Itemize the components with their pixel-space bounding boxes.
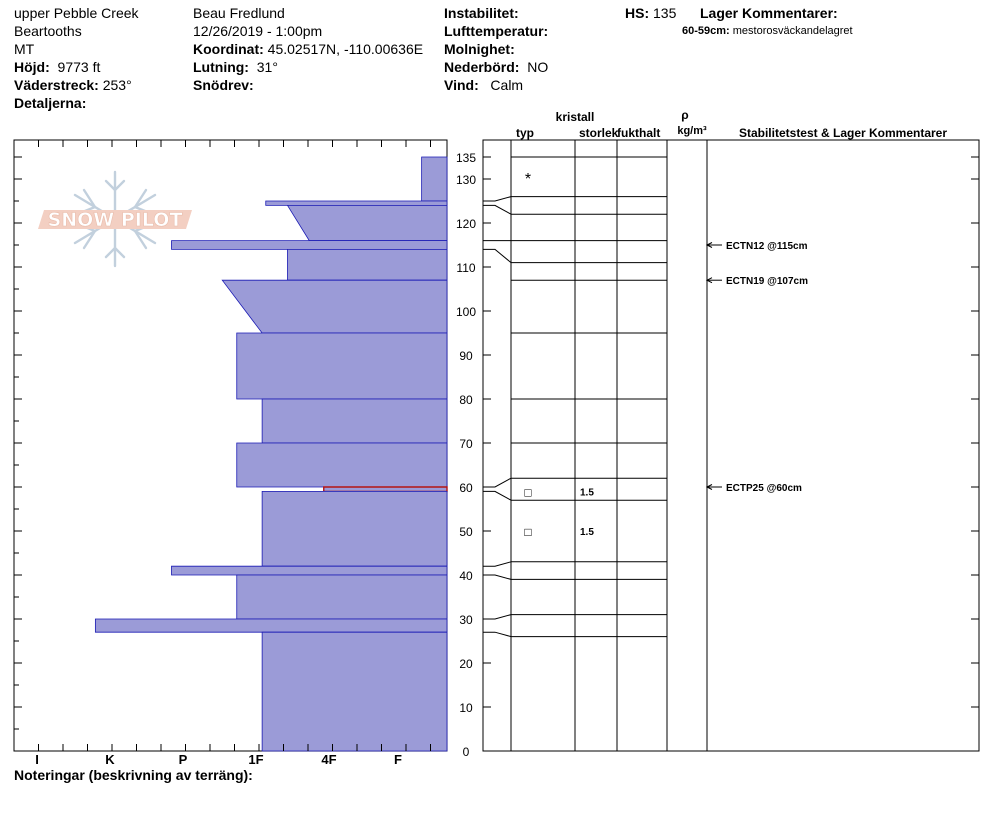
wind: Vind: Calm	[444, 77, 524, 93]
hardness-layer	[236, 332, 448, 400]
type-header: typ	[516, 126, 534, 140]
depth-tick-label: 10	[459, 701, 473, 715]
crystal-type-symbol: *	[525, 171, 531, 188]
layer-connector	[483, 614, 512, 620]
depth-tick-label: 130	[456, 173, 476, 187]
depth-tick-label: 30	[459, 613, 473, 627]
stability-test-label: ECTP25 @60cm	[726, 483, 802, 494]
depth-tick-label: 120	[456, 217, 476, 231]
crystal-type-symbol: □	[524, 525, 531, 539]
hardness-tick-label: P	[179, 752, 188, 767]
notes-label: Noteringar (beskrivning av terräng):	[14, 767, 253, 783]
hardness-layer	[171, 240, 448, 250]
depth-tick-label: 90	[459, 349, 473, 363]
slope: Lutning: 31°	[193, 59, 278, 75]
hardness-layer	[323, 486, 448, 493]
hardness-layer	[287, 248, 448, 281]
site-name: upper Pebble Creek	[14, 5, 139, 21]
depth-tick-label: 135	[456, 151, 476, 165]
layer-connectors	[483, 196, 512, 638]
logo-text: SNOW PILOT	[48, 209, 183, 231]
depth-tick-label: 110	[456, 261, 475, 275]
layer-connector	[483, 490, 512, 501]
depth-tick-label: 20	[459, 657, 473, 671]
depth-axis: 0 10 20 30 40 50 60 70 80 90 100 110 120 130 135	[14, 151, 979, 759]
hardness-tick-label: F	[394, 752, 402, 767]
hardness-layer	[265, 200, 448, 206]
hardness-layer	[236, 442, 448, 488]
snowpilot-logo: SNOW PILOT	[38, 170, 192, 268]
hardness-layer	[286, 204, 448, 242]
crystal-cells: * □ 1.5 □ 1.5	[524, 171, 594, 539]
mountain-range: Beartooths	[14, 23, 82, 39]
hardness-layer	[421, 156, 448, 202]
observer: Beau Fredlund	[193, 5, 285, 21]
depth-tick-label: 0	[463, 745, 470, 759]
state: MT	[14, 41, 35, 57]
stability-tests: ECTN12 @115cm ECTN19 @107cm ECTP25 @60cm	[705, 241, 808, 494]
depth-tick-label: 50	[459, 525, 473, 539]
layer-connector	[483, 248, 512, 263]
hardness-layer	[171, 565, 448, 576]
moisture-header: fukthalt	[617, 126, 660, 140]
crystal-header: kristall	[556, 110, 595, 124]
test-arrow-head	[705, 242, 713, 248]
datetime: 12/26/2019 - 1:00pm	[193, 23, 323, 39]
stability-test-label: ECTN19 @107cm	[726, 276, 808, 287]
depth-tick-label: 80	[459, 393, 473, 407]
hardness-tick-label: 1F	[248, 752, 263, 767]
layer-comment: 60-59cm: mestorosväckandelagret	[682, 25, 853, 37]
layer-table-frame	[482, 139, 980, 752]
test-arrow-head	[705, 277, 713, 284]
crystal-size-label: 1.5	[580, 527, 594, 538]
layer-connector	[483, 574, 512, 580]
layer-rows	[511, 156, 667, 638]
hardness-layer	[221, 279, 448, 334]
layer-connector	[483, 631, 512, 638]
size-header: storlek	[579, 126, 619, 140]
depth-tick-label: 100	[456, 305, 476, 319]
hardness-tick-label: 4F	[321, 752, 336, 767]
snow-drift: Snödrev:	[193, 77, 254, 93]
air-temperature: Lufttemperatur:	[444, 23, 549, 39]
layer-comments-title: Lager Kommentarer:	[700, 5, 838, 21]
rho-header: ρ	[681, 108, 688, 122]
layer-connector	[483, 196, 512, 202]
instability: Instabilitet:	[444, 5, 519, 21]
hardness-layer	[94, 618, 448, 633]
density-unit-header: kg/m³	[677, 125, 707, 137]
hardness-layer	[236, 574, 448, 620]
coordinates: Koordinat: 45.02517N, -110.00636E	[193, 41, 424, 57]
depth-tick-label: 40	[459, 569, 473, 583]
elevation: Höjd: 9773 ft	[14, 59, 101, 75]
depth-tick-label: 60	[459, 481, 473, 495]
test-arrow-head	[705, 484, 713, 490]
layer-connector	[483, 561, 512, 567]
crystal-type-symbol: □	[524, 485, 531, 499]
details-label: Detaljerna:	[14, 95, 87, 111]
layer-connector	[483, 477, 512, 488]
aspect: Väderstreck: 253°	[14, 77, 132, 93]
depth-tick-label: 70	[459, 437, 473, 451]
precipitation: Nederbörd: NO	[444, 59, 549, 75]
hardness-tick-label: K	[105, 752, 115, 767]
hardness-tick-label: I	[35, 752, 39, 767]
layer-connector	[483, 204, 512, 215]
stability-header: Stabilitetstest & Lager Kommentarer	[739, 126, 947, 140]
snow-height: HS: 135	[625, 5, 677, 21]
stability-test-label: ECTN12 @115cm	[726, 241, 808, 252]
crystal-size-label: 1.5	[580, 487, 594, 498]
hardness-layers	[94, 156, 448, 752]
hardness-layer	[261, 631, 448, 752]
cloud-cover: Molnighet:	[444, 41, 515, 57]
hardness-layer	[261, 490, 448, 567]
hardness-layer	[261, 398, 448, 444]
hardness-axis: I K P 1F 4F F	[13, 140, 431, 767]
